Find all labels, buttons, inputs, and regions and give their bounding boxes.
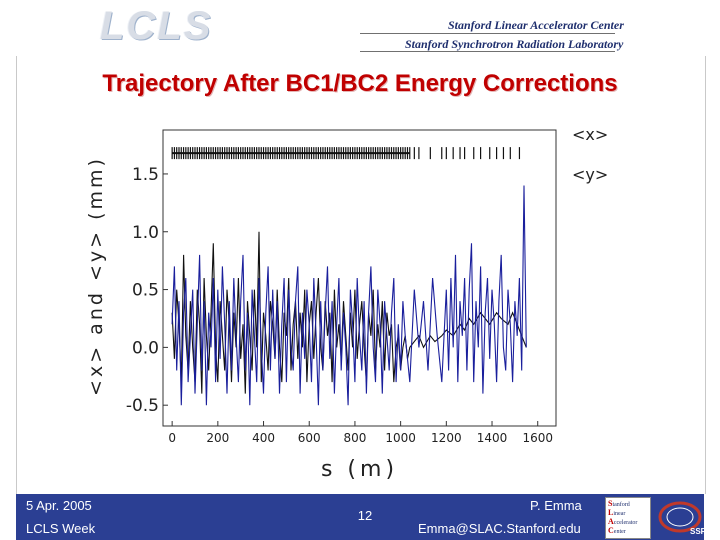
x-tick-label: 800 <box>343 431 366 445</box>
y-tick-label: 0.0 <box>132 338 159 358</box>
legend-entry: <y> <box>572 165 608 184</box>
slac-logo-line: Linear <box>608 508 626 517</box>
header-rule <box>360 33 615 34</box>
lab-name-slac: Stanford Linear Accelerator Center <box>448 18 624 32</box>
footer-event: LCLS Week <box>26 521 96 536</box>
slac-logo-line: Center <box>608 526 626 535</box>
y-tick-label: 1.5 <box>132 165 159 185</box>
slide-body <box>16 56 706 494</box>
footer-email: Emma@SLAC.Stanford.edu <box>418 521 581 536</box>
y-tick-label: 0.5 <box>132 281 159 301</box>
x-tick-label: 1200 <box>431 431 462 445</box>
x-axis-label: s (m) <box>321 457 398 482</box>
footer-bar <box>16 494 704 540</box>
series-line-y <box>171 185 527 406</box>
x-tick-label: 0 <box>168 431 176 445</box>
plot-frame <box>162 129 557 427</box>
x-tick-label: 200 <box>206 431 229 445</box>
x-tick-label: 600 <box>298 431 321 445</box>
series-line-x <box>171 231 527 394</box>
slide-title: Trajectory After BC1/BC2 Energy Correcti… <box>102 70 618 97</box>
header-rule <box>360 51 615 52</box>
y-tick-label: -0.5 <box>126 396 159 416</box>
header-banner: LCLS Stanford Linear Accelerator Center … <box>0 0 720 56</box>
y-tick-label: 1.0 <box>132 223 159 243</box>
x-tick-label: 400 <box>252 431 275 445</box>
footer-author: P. Emma <box>530 498 582 513</box>
slac-logo-line: Stanford <box>608 499 630 508</box>
page-number: 12 <box>357 508 373 523</box>
footer-date: 5 Apr. 2005 <box>26 498 92 513</box>
x-tick-label: 1600 <box>522 431 553 445</box>
slac-logo: Stanford Linear Accelerator Center <box>605 497 651 539</box>
lcls-logo: LCLS <box>100 4 213 48</box>
slac-logo-line: Accelerator <box>608 517 638 526</box>
ssrl-ring-logo: SSRL <box>658 501 704 536</box>
x-tick-label: 1000 <box>385 431 416 445</box>
y-axis-label: <x> and <y> (mm) <box>85 156 107 396</box>
legend-entry: <x> <box>572 125 608 144</box>
lab-name-ssrl: Stanford Synchrotron Radiation Laborator… <box>405 37 624 51</box>
x-tick-label: 1400 <box>477 431 508 445</box>
ssrl-ring-label: SSRL <box>690 527 704 536</box>
